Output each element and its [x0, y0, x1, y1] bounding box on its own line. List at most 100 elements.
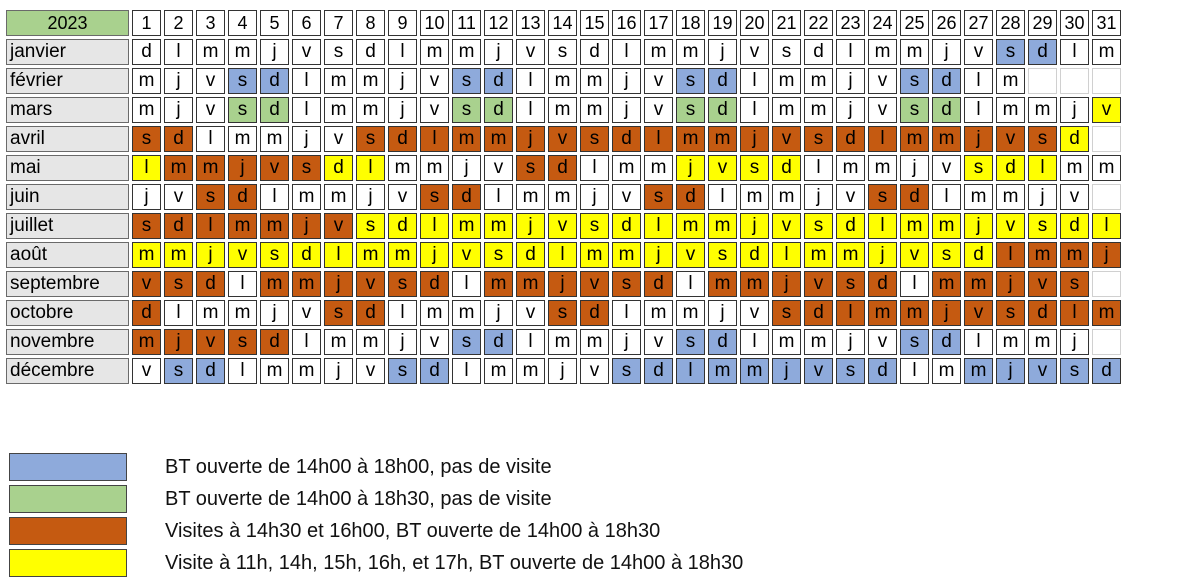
day-cell: m — [708, 271, 737, 297]
empty-day-cell — [1092, 271, 1121, 297]
day-cell: j — [708, 300, 737, 326]
day-cell: j — [996, 271, 1025, 297]
day-cell: s — [868, 184, 897, 210]
day-cell: j — [836, 68, 865, 94]
day-cell: m — [1028, 97, 1057, 123]
day-cell: d — [996, 155, 1025, 181]
day-number-header: 13 — [516, 10, 545, 36]
day-cell: m — [996, 97, 1025, 123]
day-cell: m — [996, 68, 1025, 94]
day-cell: m — [932, 358, 961, 384]
day-cell: j — [292, 213, 321, 239]
day-cell: l — [260, 184, 289, 210]
day-number-header: 23 — [836, 10, 865, 36]
day-cell: m — [420, 155, 449, 181]
day-cell: j — [1060, 329, 1089, 355]
day-cell: s — [644, 184, 673, 210]
day-cell: s — [452, 329, 481, 355]
day-cell: j — [228, 155, 257, 181]
day-cell: m — [676, 39, 705, 65]
day-number-header: 29 — [1028, 10, 1057, 36]
day-number-header: 5 — [260, 10, 289, 36]
day-number-header: 7 — [324, 10, 353, 36]
month-row: octobre d l m m j v s d l m m j v s d l m m j v s d l m m j v s d l m — [6, 300, 1121, 326]
day-cell: d — [164, 213, 193, 239]
day-cell: j — [516, 126, 545, 152]
month-label: septembre — [6, 271, 129, 297]
day-cell: m — [388, 155, 417, 181]
day-cell: m — [132, 68, 161, 94]
day-cell: l — [1028, 155, 1057, 181]
day-cell: d — [228, 184, 257, 210]
day-cell: l — [196, 213, 225, 239]
day-cell: m — [228, 300, 257, 326]
legend-swatch-green — [9, 485, 127, 513]
day-cell: m — [484, 358, 513, 384]
day-cell: d — [580, 39, 609, 65]
day-cell: m — [804, 242, 833, 268]
day-cell: d — [932, 329, 961, 355]
month-label: février — [6, 68, 129, 94]
month-row: novembre m j v s d l m m j v s d l m m j v s d l m m j v s d l m m j — [6, 329, 1121, 355]
day-cell: l — [388, 39, 417, 65]
legend-label-green: BT ouverte de 14h00 à 18h30, pas de visi… — [165, 488, 552, 510]
day-number-header: 19 — [708, 10, 737, 36]
day-cell: l — [516, 329, 545, 355]
day-cell: m — [900, 126, 929, 152]
day-cell: j — [420, 242, 449, 268]
day-cell: s — [516, 155, 545, 181]
day-number-header: 9 — [388, 10, 417, 36]
month-label: octobre — [6, 300, 129, 326]
day-cell: l — [804, 155, 833, 181]
day-cell: d — [708, 97, 737, 123]
day-cell: j — [996, 358, 1025, 384]
day-cell: l — [452, 358, 481, 384]
day-cell: l — [708, 184, 737, 210]
day-cell: d — [964, 242, 993, 268]
day-cell: l — [228, 271, 257, 297]
day-cell: s — [228, 329, 257, 355]
calendar-grid: 2023 1 2 3 4 5 6 7 8 9 10 11 12 13 14 15 16 17 18 19 20 21 22 2… — [3, 7, 1124, 387]
day-cell: j — [548, 271, 577, 297]
day-cell: l — [868, 126, 897, 152]
day-cell: m — [292, 271, 321, 297]
day-number-header: 21 — [772, 10, 801, 36]
day-number-header: 3 — [196, 10, 225, 36]
day-cell: v — [996, 126, 1025, 152]
day-cell: l — [516, 68, 545, 94]
day-cell: j — [772, 358, 801, 384]
day-cell: m — [324, 97, 353, 123]
day-cell: s — [356, 213, 385, 239]
day-cell: s — [612, 358, 641, 384]
day-cell: v — [420, 329, 449, 355]
day-cell: m — [516, 271, 545, 297]
day-cell: d — [1092, 358, 1121, 384]
day-cell: m — [516, 184, 545, 210]
day-cell: d — [1060, 126, 1089, 152]
empty-day-cell — [1092, 329, 1121, 355]
day-cell: l — [1092, 213, 1121, 239]
day-cell: s — [676, 97, 705, 123]
day-cell: d — [516, 242, 545, 268]
day-cell: d — [356, 39, 385, 65]
day-cell: v — [740, 300, 769, 326]
day-cell: d — [196, 358, 225, 384]
day-cell: m — [772, 68, 801, 94]
day-cell: s — [1060, 358, 1089, 384]
day-cell: j — [1092, 242, 1121, 268]
legend-label-orange: Visites à 14h30 et 16h00, BT ouverte de … — [165, 520, 661, 542]
day-cell: v — [292, 300, 321, 326]
day-cell: v — [772, 126, 801, 152]
day-cell: m — [452, 300, 481, 326]
day-cell: d — [260, 97, 289, 123]
day-cell: j — [132, 184, 161, 210]
day-cell: s — [260, 242, 289, 268]
day-cell: j — [1060, 97, 1089, 123]
day-cell: v — [196, 68, 225, 94]
day-cell: d — [836, 213, 865, 239]
day-cell: d — [868, 271, 897, 297]
day-cell: m — [196, 155, 225, 181]
day-cell: m — [132, 97, 161, 123]
day-cell: d — [804, 300, 833, 326]
day-cell: j — [612, 68, 641, 94]
